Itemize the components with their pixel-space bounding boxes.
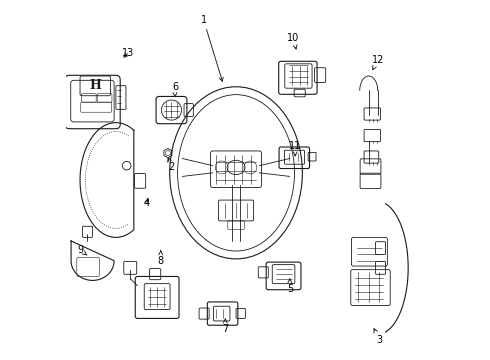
Text: 1: 1 xyxy=(201,15,223,81)
Text: 11: 11 xyxy=(289,141,301,156)
Text: 13: 13 xyxy=(122,48,135,58)
Text: 5: 5 xyxy=(287,279,293,294)
Text: 3: 3 xyxy=(374,329,383,345)
Text: 6: 6 xyxy=(172,82,178,96)
Ellipse shape xyxy=(186,103,287,243)
Text: 12: 12 xyxy=(371,55,384,70)
Text: 8: 8 xyxy=(158,251,164,266)
Text: 4: 4 xyxy=(143,198,149,208)
Text: 10: 10 xyxy=(287,33,299,49)
Text: H: H xyxy=(89,79,101,92)
Text: 9: 9 xyxy=(77,245,87,255)
Text: 7: 7 xyxy=(222,319,228,334)
Text: 2: 2 xyxy=(168,158,174,172)
